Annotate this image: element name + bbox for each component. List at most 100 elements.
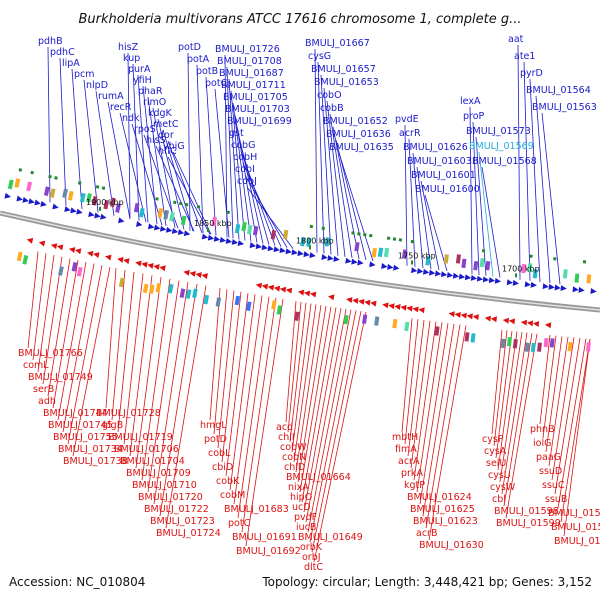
reverse-gene-label[interactable]: serB [33,384,54,395]
forward-gene-label[interactable]: BMULJ_01699 [227,116,292,127]
forward-gene-label[interactable]: BMULJ_01635 [329,142,394,153]
forward-gene-label[interactable]: BMULJ_01703 [225,104,290,115]
reverse-gene-label[interactable]: hmgL [200,420,227,431]
reverse-gene-label[interactable]: BMULJ_01720 [138,492,203,503]
reverse-gene-label[interactable]: BMULJ_01624 [407,492,472,503]
reverse-gene-label[interactable]: BMULJ_01649 [298,532,363,543]
reverse-gene-label[interactable]: cobN [282,452,306,463]
forward-gene-label[interactable]: pvdE [395,114,419,125]
forward-gene-label[interactable]: pdhC [50,47,75,58]
reverse-gene-label[interactable]: selU [486,458,506,469]
reverse-gene-label[interactable]: ssuB [545,494,567,505]
reverse-gene-label[interactable]: cysA [484,446,507,457]
reverse-gene-label[interactable]: cysU [488,470,511,481]
reverse-gene-label[interactable]: orbJ [302,552,321,563]
forward-gene-label[interactable]: BMULJ_01636 [326,129,391,140]
reverse-gene-label[interactable]: cysP [482,434,504,445]
forward-gene-label[interactable]: rimO [143,97,166,108]
forward-gene-label[interactable]: BMULJ_01726 [215,44,280,55]
reverse-gene-label[interactable]: cbiD [212,462,233,473]
reverse-gene-label[interactable]: BMULJ_01692 [236,546,301,557]
forward-gene-label[interactable]: aat [508,34,524,45]
reverse-gene-label[interactable]: prkA [401,468,423,479]
forward-gene-label[interactable]: yhjG [163,141,185,152]
reverse-gene-label[interactable]: hipO [290,492,312,503]
forward-gene-label[interactable]: potB [196,66,218,77]
forward-gene-label[interactable]: yfiH [133,75,152,86]
reverse-gene-label[interactable]: BMULJ_01755 [53,432,118,443]
reverse-gene-label[interactable]: BMULJ_01704 [120,456,185,467]
forward-gene-label[interactable]: pyrD [520,68,543,79]
reverse-gene-label[interactable]: BMULJ_01719 [108,432,173,443]
forward-gene-label[interactable]: cobG [231,140,255,151]
reverse-gene-label[interactable]: adh [38,396,56,407]
forward-gene-label[interactable]: BMULJ_01600 [415,184,480,195]
forward-gene-label[interactable]: BMULJ_01569 [469,141,534,152]
forward-gene-label[interactable]: rumA [98,91,124,102]
reverse-gene-label[interactable]: acrA [398,456,420,467]
reverse-gene-label[interactable]: iolG [533,438,551,449]
forward-gene-label[interactable]: lexA [460,96,481,107]
forward-gene-label[interactable]: BMULJ_01652 [323,116,388,127]
reverse-gene-label[interactable]: ucD [292,502,311,513]
forward-gene-label[interactable]: potA [187,54,210,65]
reverse-gene-label[interactable]: chlD [284,462,305,473]
reverse-gene-label[interactable]: comL [23,360,49,371]
reverse-gene-label[interactable]: BMULJ_01599 [496,518,561,529]
forward-gene-label[interactable]: hisZ [118,42,139,53]
reverse-gene-label[interactable]: iucB [296,522,316,533]
forward-gene-label[interactable]: pcm [74,69,95,80]
reverse-gene-label[interactable]: cbl [492,494,506,505]
reverse-gene-label[interactable]: BMULJ_01766 [18,348,83,359]
reverse-gene-label[interactable]: dltC [304,562,323,573]
forward-gene-label[interactable]: acrR [399,128,421,139]
reverse-gene-label[interactable]: BMULJ_01691 [232,532,297,543]
reverse-gene-label[interactable]: cysW [490,482,516,493]
reverse-gene-label[interactable]: kgtP [404,480,425,491]
forward-gene-label[interactable]: rpoS [134,124,156,135]
reverse-gene-label[interactable]: BMULJ_01623 [413,516,478,527]
reverse-gene-label[interactable]: BMULJ_01579 [554,536,600,547]
forward-gene-label[interactable]: dor [158,130,174,141]
reverse-gene-label[interactable]: BMULJ_01710 [132,480,197,491]
forward-gene-label[interactable]: BMULJ_01711 [221,80,286,91]
reverse-gene-label[interactable]: cobK [216,476,240,487]
forward-gene-label[interactable]: cobB [320,103,344,114]
forward-gene-label[interactable]: cysG [308,51,331,62]
forward-gene-label[interactable]: hisS [146,135,166,146]
reverse-gene-label[interactable]: BMULJ_01728 [96,408,161,419]
forward-gene-label[interactable]: BMULJ_01601 [411,170,476,181]
reverse-gene-label[interactable]: nixA [288,482,309,493]
forward-gene-label[interactable]: BMULJ_01705 [223,92,288,103]
reverse-gene-label[interactable]: paaG [536,452,561,463]
reverse-gene-label[interactable]: phnB [530,424,555,435]
reverse-gene-label[interactable]: BMULJ_01630 [419,540,484,551]
forward-gene-label[interactable]: recR [110,102,132,113]
forward-gene-label[interactable]: purA [128,64,151,75]
reverse-gene-label[interactable]: cobL [208,448,231,459]
reverse-gene-label[interactable]: BMULJ_01744 [43,408,108,419]
forward-gene-label[interactable]: BMULJ_01573 [466,126,531,137]
reverse-gene-label[interactable]: chlI [278,432,295,443]
forward-gene-label[interactable]: BMULJ_01603 [407,156,472,167]
forward-gene-label[interactable]: BMULJ_01657 [311,64,376,75]
reverse-gene-label[interactable]: BMULJ_01724 [156,528,221,539]
reverse-gene-label[interactable]: BMULJ_01706 [114,444,179,455]
forward-gene-label[interactable]: BMULJ_01667 [305,38,370,49]
reverse-gene-label[interactable]: cobW [280,442,307,453]
reverse-gene-label[interactable]: pvdF [294,512,317,523]
reverse-gene-label[interactable]: cobM [220,490,245,501]
forward-gene-label[interactable]: kdgK [148,108,173,119]
forward-gene-label[interactable]: BMULJ_01568 [472,156,537,167]
forward-gene-label[interactable]: BMULJ_01563 [532,102,597,113]
reverse-gene-label[interactable]: BMULJ_01598 [494,506,559,517]
reverse-gene-label[interactable]: BMULJ_01664 [286,472,351,483]
forward-gene-label[interactable]: proP [463,111,485,122]
forward-gene-label[interactable]: cobO [317,90,342,101]
reverse-gene-label[interactable]: fimA [395,444,417,455]
reverse-gene-label[interactable]: potD [204,434,227,445]
forward-gene-label[interactable]: ndk [122,113,140,124]
forward-gene-label[interactable]: phaR [138,86,163,97]
forward-gene-label[interactable]: hflC [158,146,177,157]
forward-gene-label[interactable]: cobH [233,152,257,163]
